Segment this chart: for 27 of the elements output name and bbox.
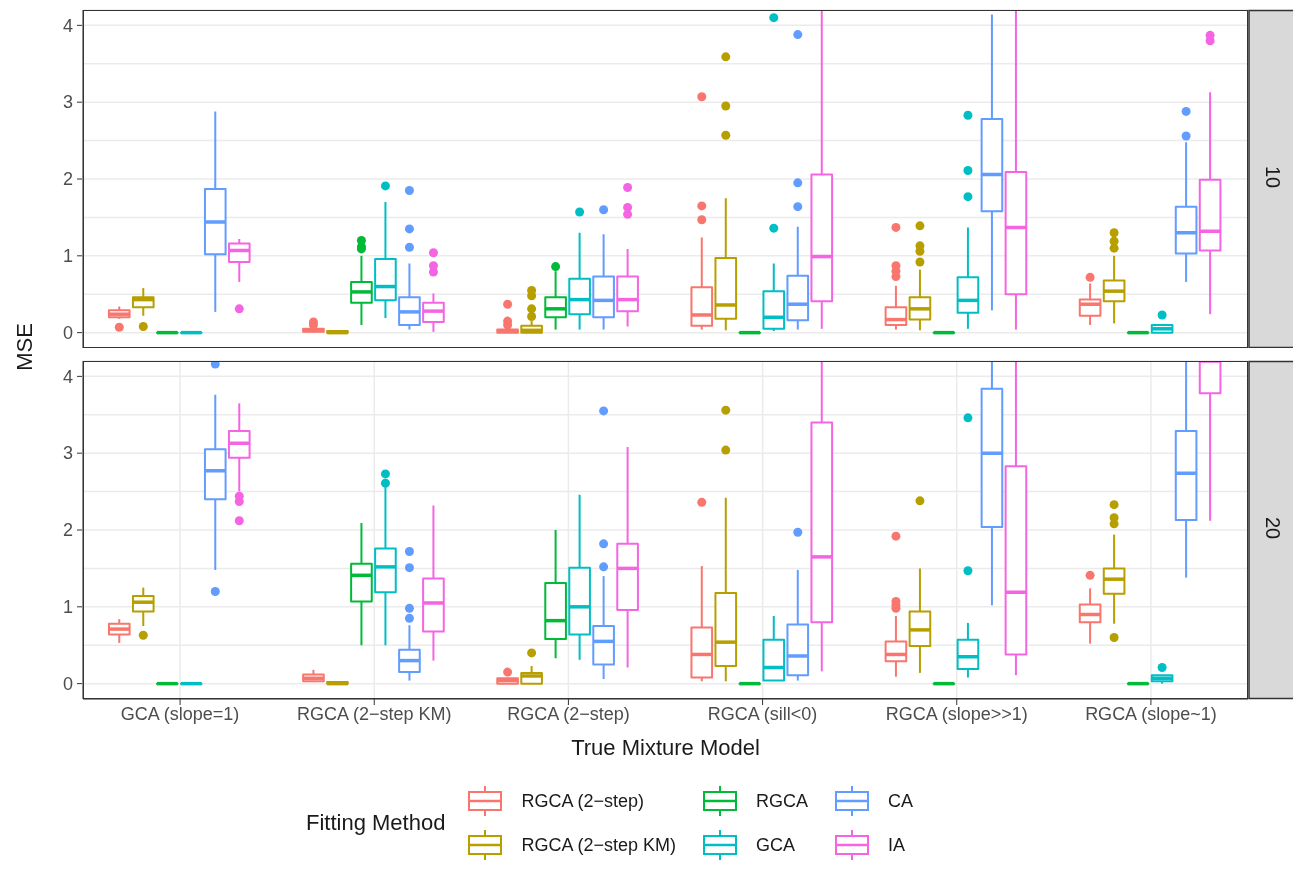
x-tick-label: RGCA (2−step KM) <box>296 703 452 724</box>
x-tick-label: GCA (slope=1) <box>120 703 240 724</box>
y-tick-label: 2 <box>62 169 73 190</box>
legend-title: Fitting Method <box>306 810 446 836</box>
x-tick-label: RGCA (2−step) <box>507 703 630 724</box>
y-axis-title: MSE <box>12 323 38 371</box>
text: 10 <box>1262 165 1284 189</box>
y-tick-label: 1 <box>62 597 73 618</box>
legend-label: RGCA (2−step) <box>521 790 644 812</box>
legend-label: GCA <box>755 834 795 856</box>
y-tick-label: 4 <box>62 366 73 387</box>
legend-label: IA <box>887 834 905 856</box>
legend-label: RGCA <box>755 790 808 812</box>
y-tick-label: 0 <box>62 322 73 343</box>
y-tick-label: 3 <box>62 92 73 113</box>
x-tick-label: RGCA (slope>>1) <box>885 703 1028 724</box>
y-tick-label: 0 <box>62 673 73 694</box>
text: 20 <box>1262 516 1284 540</box>
legend-label: RGCA (2−step KM) <box>521 834 676 856</box>
y-tick-label: 2 <box>62 520 73 541</box>
y-tick-label: 1 <box>62 246 73 267</box>
legend-label: CA <box>887 790 913 812</box>
x-axis-title: True Mixture Model <box>570 735 761 761</box>
y-tick-label: 4 <box>62 15 73 36</box>
x-tick-label: RGCA (slope~1) <box>1085 703 1217 724</box>
x-tick-label: RGCA (sill<0) <box>707 703 818 724</box>
y-tick-label: 3 <box>62 443 73 464</box>
